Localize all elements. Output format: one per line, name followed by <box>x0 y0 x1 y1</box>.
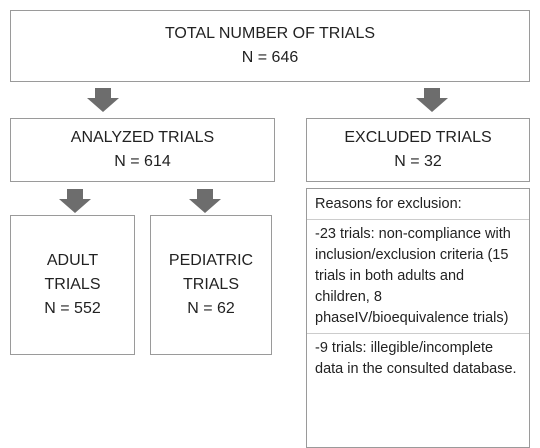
adult-box: ADULT TRIALS N = 552 <box>10 215 135 355</box>
reasons-box: Reasons for exclusion: -23 trials: non-c… <box>306 188 530 448</box>
arrows <box>59 88 448 213</box>
total-box: TOTAL NUMBER OF TRIALS N = 646 <box>10 10 530 82</box>
node-label: ANALYZED TRIALS <box>70 129 215 146</box>
pediatric-box: PEDIATRIC TRIALS N = 62 <box>150 215 272 355</box>
reason-item: -9 trials: illegible/incomplete data in … <box>315 340 517 377</box>
reasons-title: Reasons for exclusion: <box>315 196 462 212</box>
node-value: N = 614 <box>114 153 171 170</box>
arrow <box>59 189 91 213</box>
node-label: PEDIATRIC TRIALS <box>168 252 254 293</box>
arrow <box>189 189 221 213</box>
excluded-box: EXCLUDED TRIALS N = 32 <box>306 118 530 182</box>
arrow-group <box>59 88 448 213</box>
node-label: TOTAL NUMBER OF TRIALS <box>164 25 376 42</box>
arrow <box>416 88 448 112</box>
divider <box>307 219 529 220</box>
node-label: EXCLUDED TRIALS <box>344 129 492 146</box>
node-label: ADULT TRIALS <box>44 252 101 293</box>
arrow <box>87 88 119 112</box>
divider <box>307 333 529 334</box>
node-value: N = 646 <box>241 49 299 66</box>
analyzed-box: ANALYZED TRIALS N = 614 <box>10 118 275 182</box>
node-value: N = 552 <box>44 300 101 317</box>
node-value: N = 32 <box>394 153 442 170</box>
node-value: N = 62 <box>187 300 235 317</box>
reason-item: -23 trials: non-compliance with inclusio… <box>315 226 511 326</box>
page: TOTAL NUMBER OF TRIALS N = 646 ANALYZED … <box>10 10 530 448</box>
